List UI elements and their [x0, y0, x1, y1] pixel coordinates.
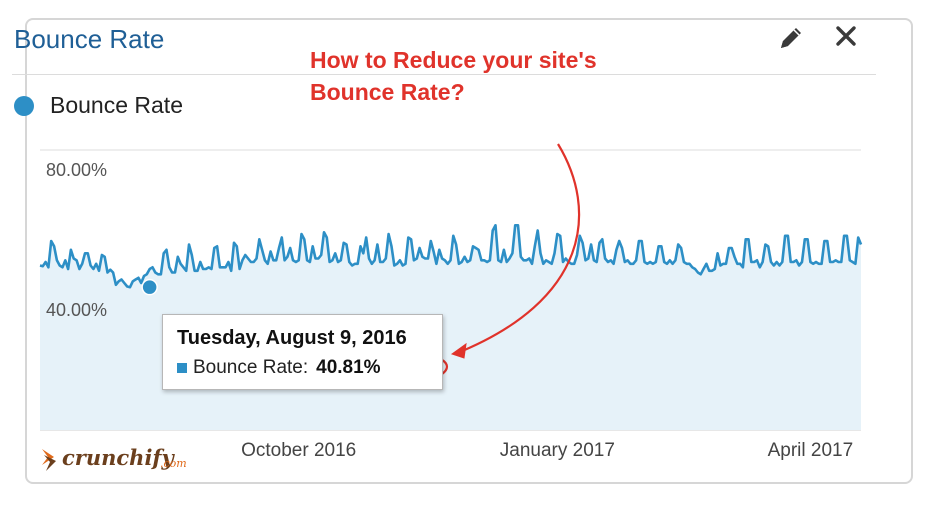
annotation-callout: How to Reduce your site's Bounce Rate? [310, 44, 730, 108]
svg-text:.com: .com [160, 457, 187, 470]
y-tick-label: 40.00% [46, 300, 107, 320]
tooltip-series-label: Bounce Rate: [193, 357, 309, 378]
highlight-point[interactable] [141, 278, 158, 296]
chart-legend: Bounce Rate [14, 92, 183, 119]
tooltip-row: Bounce Rate: 40.81% [177, 357, 381, 379]
annotation-line-1: How to Reduce your site's [310, 47, 597, 73]
pencil-icon[interactable] [775, 22, 807, 54]
tooltip-date: Tuesday, August 9, 2016 [177, 327, 407, 349]
data-tooltip: Tuesday, August 9, 2016 Bounce Rate: 40.… [162, 314, 443, 390]
crunchify-logo: crunchify .com [42, 445, 187, 471]
tooltip-value: 40.81% [316, 357, 381, 378]
svg-text:crunchify: crunchify [62, 445, 175, 470]
card-title: Bounce Rate [14, 24, 165, 54]
tooltip-swatch [177, 363, 187, 373]
annotation-line-2: Bounce Rate? [310, 79, 465, 105]
header-divider [12, 74, 876, 75]
legend-label: Bounce Rate [50, 92, 183, 118]
legend-swatch [14, 95, 34, 116]
x-tick-label: October 2016 [241, 440, 356, 461]
annotation-arrow [454, 143, 581, 356]
x-tick-label: January 2017 [500, 440, 615, 461]
close-icon[interactable] [830, 20, 862, 52]
annotation-arrowhead [450, 342, 467, 359]
y-tick-label: 80.00% [46, 160, 107, 180]
series-line [39, 224, 863, 289]
x-tick-label: April 2017 [768, 440, 854, 461]
